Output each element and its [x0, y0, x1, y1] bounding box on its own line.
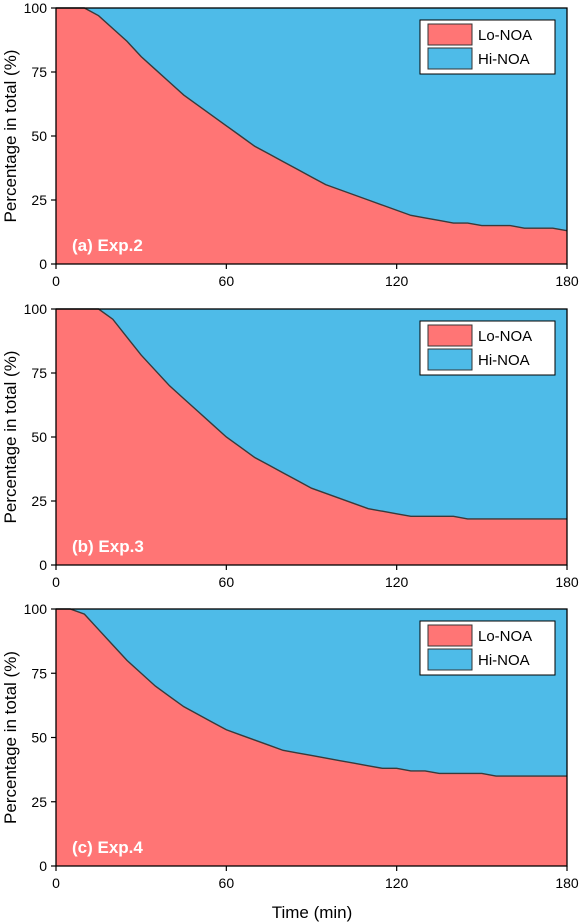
y-tick-label: 50 — [31, 730, 47, 746]
panel-3: 0 25 50 75 100 0 60 120 180 Percentage in total (… — [1, 601, 579, 891]
legend-swatch — [427, 47, 473, 70]
y-tick-label: 50 — [31, 128, 47, 144]
panel-label: (b) Exp.3 — [72, 537, 144, 556]
boundary-line — [56, 308, 567, 520]
legend-swatch — [427, 348, 473, 371]
y-tick-label: 25 — [31, 794, 47, 810]
panel-1: 0 25 50 75 100 0 60 120 180 Percentage in total (… — [1, 0, 579, 289]
boundary-line — [56, 7, 568, 232]
y-tick-label: 25 — [31, 192, 47, 208]
y-tick-label: 100 — [24, 601, 48, 617]
panel-label: (c) Exp.4 — [72, 838, 143, 857]
y-tick-label: 75 — [31, 665, 47, 681]
y-axis-title: Percentage in total (%) — [1, 50, 20, 223]
lo-noa-area — [56, 309, 567, 565]
y-tick-label: 0 — [39, 858, 47, 874]
legend: Lo-NOA Hi-NOA — [419, 19, 556, 75]
x-tick-label: 60 — [219, 273, 235, 289]
x-tick-label: 0 — [52, 574, 60, 590]
y-axis-title: Percentage in total (%) — [1, 351, 20, 524]
x-tick-label: 60 — [219, 574, 235, 590]
legend-entry: Lo-NOA — [478, 328, 532, 345]
y-tick-label: 100 — [24, 301, 48, 317]
lo-noa-area — [56, 8, 567, 264]
legend-swatch — [427, 23, 473, 46]
y-axis-title: Percentage in total (%) — [1, 651, 20, 824]
legend-swatch — [427, 324, 473, 347]
x-tick-label: 120 — [385, 875, 409, 891]
legend: Lo-NOA Hi-NOA — [419, 620, 556, 676]
y-tick-label: 25 — [31, 493, 47, 509]
y-tick-label: 75 — [31, 64, 47, 80]
legend-entry: Lo-NOA — [478, 27, 532, 44]
y-tick-label: 0 — [39, 256, 47, 272]
boundary-line — [56, 608, 567, 777]
x-tick-label: 180 — [555, 875, 579, 891]
legend-entry: Hi-NOA — [478, 51, 530, 68]
panel-2: 0 25 50 75 100 0 60 120 180 Percentage in total (… — [1, 301, 579, 590]
x-axis-title: Time (min) — [272, 903, 353, 922]
legend-entry: Hi-NOA — [478, 652, 530, 669]
x-tick-label: 180 — [555, 574, 579, 590]
x-tick-label: 0 — [52, 273, 60, 289]
x-tick-label: 120 — [385, 273, 409, 289]
x-tick-label: 60 — [219, 875, 235, 891]
x-tick-label: 120 — [385, 574, 409, 590]
legend-swatch — [427, 648, 473, 671]
legend-entry: Lo-NOA — [478, 628, 532, 645]
panel-label: (a) Exp.2 — [72, 236, 143, 255]
y-tick-label: 50 — [31, 429, 47, 445]
lo-noa-area — [56, 609, 567, 866]
x-tick-label: 180 — [555, 273, 579, 289]
x-tick-label: 0 — [52, 875, 60, 891]
y-tick-label: 75 — [31, 365, 47, 381]
y-tick-label: 0 — [39, 557, 47, 573]
legend-swatch — [427, 624, 473, 647]
y-tick-label: 100 — [24, 0, 48, 16]
legend-entry: Hi-NOA — [478, 352, 530, 369]
legend: Lo-NOA Hi-NOA — [419, 320, 556, 376]
